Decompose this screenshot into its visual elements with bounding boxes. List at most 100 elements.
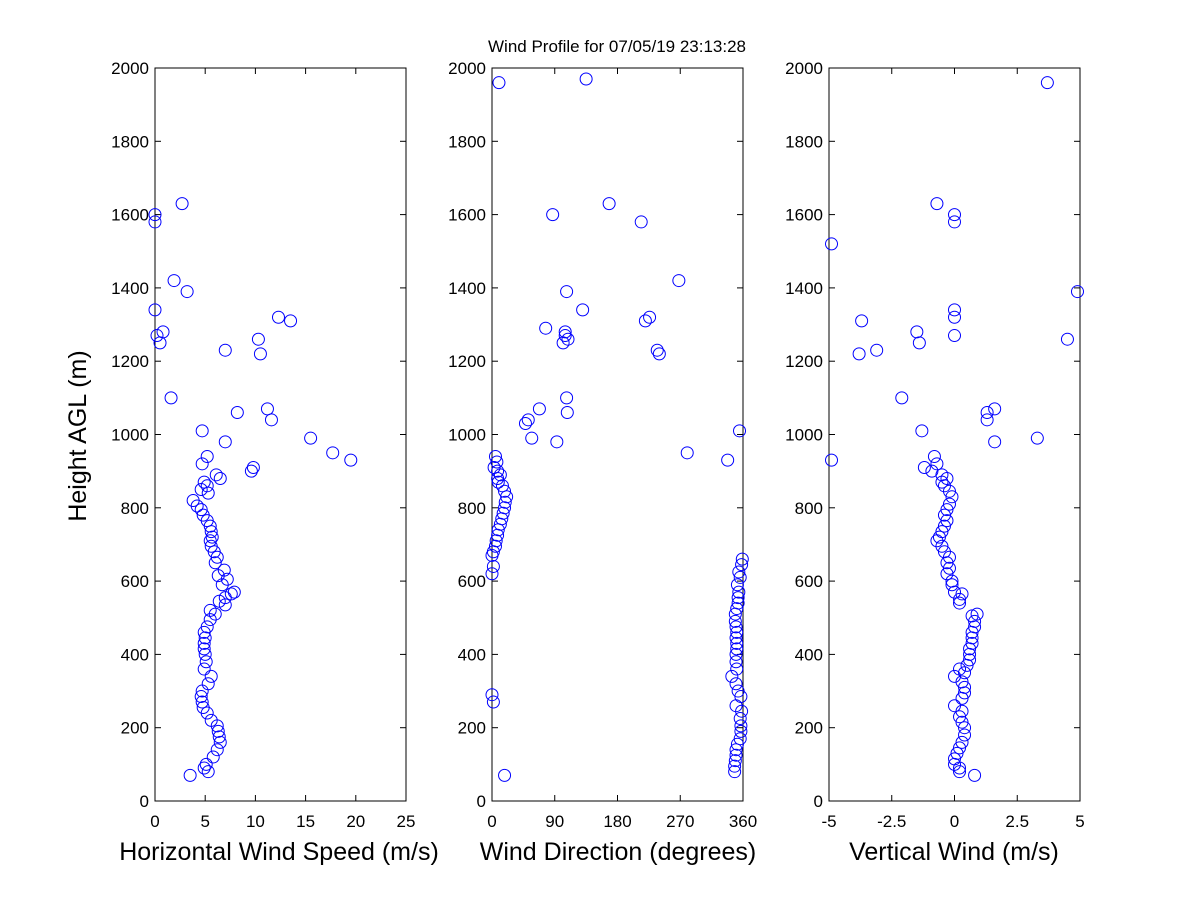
data-point (197, 475, 211, 489)
data-point (539, 321, 553, 335)
data-point (183, 768, 197, 782)
data-point (937, 519, 951, 533)
data-point (734, 724, 748, 738)
data-point (735, 558, 749, 572)
x-tick-label: 270 (666, 812, 694, 831)
data-point (186, 493, 200, 507)
data-point (486, 695, 500, 709)
data-point (910, 325, 924, 339)
data-point (968, 768, 982, 782)
data-point (728, 765, 742, 779)
data-point (260, 402, 274, 416)
data-point (167, 274, 181, 288)
y-tick-label: 600 (121, 572, 149, 591)
panel-speed-x-axis: 0 5 10 15 20 25 (150, 68, 415, 831)
data-point (1060, 332, 1074, 346)
data-point (965, 636, 979, 650)
data-point (672, 274, 686, 288)
data-point (945, 490, 959, 504)
y-tick-label: 2000 (111, 59, 149, 78)
data-point (948, 310, 961, 324)
y-tick-label: 1600 (448, 206, 486, 225)
panel-direction-y-axis: 0 200 400 600 800 1000 1200 1400 1600 1800 2000 (448, 59, 743, 811)
data-point (988, 402, 1002, 416)
data-point (729, 631, 743, 645)
x-tick-label: 5 (200, 812, 209, 831)
data-point (729, 677, 743, 691)
data-point (198, 631, 212, 645)
data-point (227, 585, 241, 599)
data-point (209, 468, 223, 482)
data-point (731, 591, 745, 605)
data-point (230, 406, 244, 420)
y-tick-label: 1000 (448, 426, 486, 445)
y-tick-label: 2000 (785, 59, 823, 78)
data-point (148, 215, 162, 229)
data-point (945, 578, 959, 592)
data-point (643, 310, 657, 324)
data-point (496, 506, 510, 520)
data-point (940, 503, 954, 517)
data-point (935, 525, 949, 539)
data-point (980, 413, 994, 427)
data-point (205, 530, 219, 544)
panel-horizontal-wind-speed: 0 200 400 600 800 1000 1200 1400 1600 1800 2000 0 5… (111, 59, 439, 866)
y-tick-label: 400 (458, 645, 486, 664)
panel-wind-direction: 0 200 400 600 800 1000 1200 1400 1600 1800 2000 0 9… (448, 59, 757, 866)
data-point (870, 343, 884, 357)
data-point (730, 602, 744, 616)
data-point (546, 208, 560, 222)
data-point (602, 197, 616, 211)
data-point (953, 741, 967, 755)
data-point (937, 508, 951, 522)
data-point (930, 197, 944, 211)
data-point (970, 607, 984, 621)
data-point (197, 662, 211, 676)
data-point (495, 479, 509, 493)
data-point (579, 72, 593, 86)
data-point (852, 347, 866, 361)
data-point (935, 468, 949, 482)
x-tick-label: 25 (397, 812, 416, 831)
x-tick-label: 360 (729, 812, 757, 831)
data-point (732, 585, 746, 599)
data-point (197, 642, 211, 656)
data-point (492, 76, 506, 90)
data-point (224, 587, 238, 601)
data-point (734, 719, 748, 733)
y-tick-label: 0 (140, 792, 149, 811)
data-point (948, 208, 961, 222)
y-tick-label: 0 (814, 792, 823, 811)
data-point (156, 325, 170, 339)
data-point (955, 715, 969, 729)
data-point (485, 688, 499, 702)
data-point (729, 620, 743, 634)
data-point (730, 662, 744, 676)
data-point (491, 464, 505, 478)
x-tick-label: -2.5 (877, 812, 906, 831)
data-point (729, 655, 743, 669)
data-point (148, 208, 162, 222)
data-point (344, 453, 358, 467)
data-point (164, 391, 178, 405)
data-point (550, 435, 564, 449)
data-point (680, 446, 694, 460)
data-point (728, 754, 742, 768)
x-tick-label: 90 (545, 812, 564, 831)
data-point (201, 765, 215, 779)
data-point (220, 572, 234, 586)
x-tick-label: 0 (150, 812, 159, 831)
data-point (197, 636, 211, 650)
panel-direction-x-label: Wind Direction (degrees) (480, 838, 757, 866)
data-point (560, 391, 574, 405)
data-point (212, 730, 226, 744)
data-point (213, 471, 227, 485)
data-point (203, 603, 217, 617)
data-point (915, 424, 929, 438)
data-point (500, 490, 514, 504)
data-point (728, 759, 742, 773)
data-point (955, 735, 969, 749)
data-point (521, 413, 535, 427)
data-point (945, 574, 959, 588)
